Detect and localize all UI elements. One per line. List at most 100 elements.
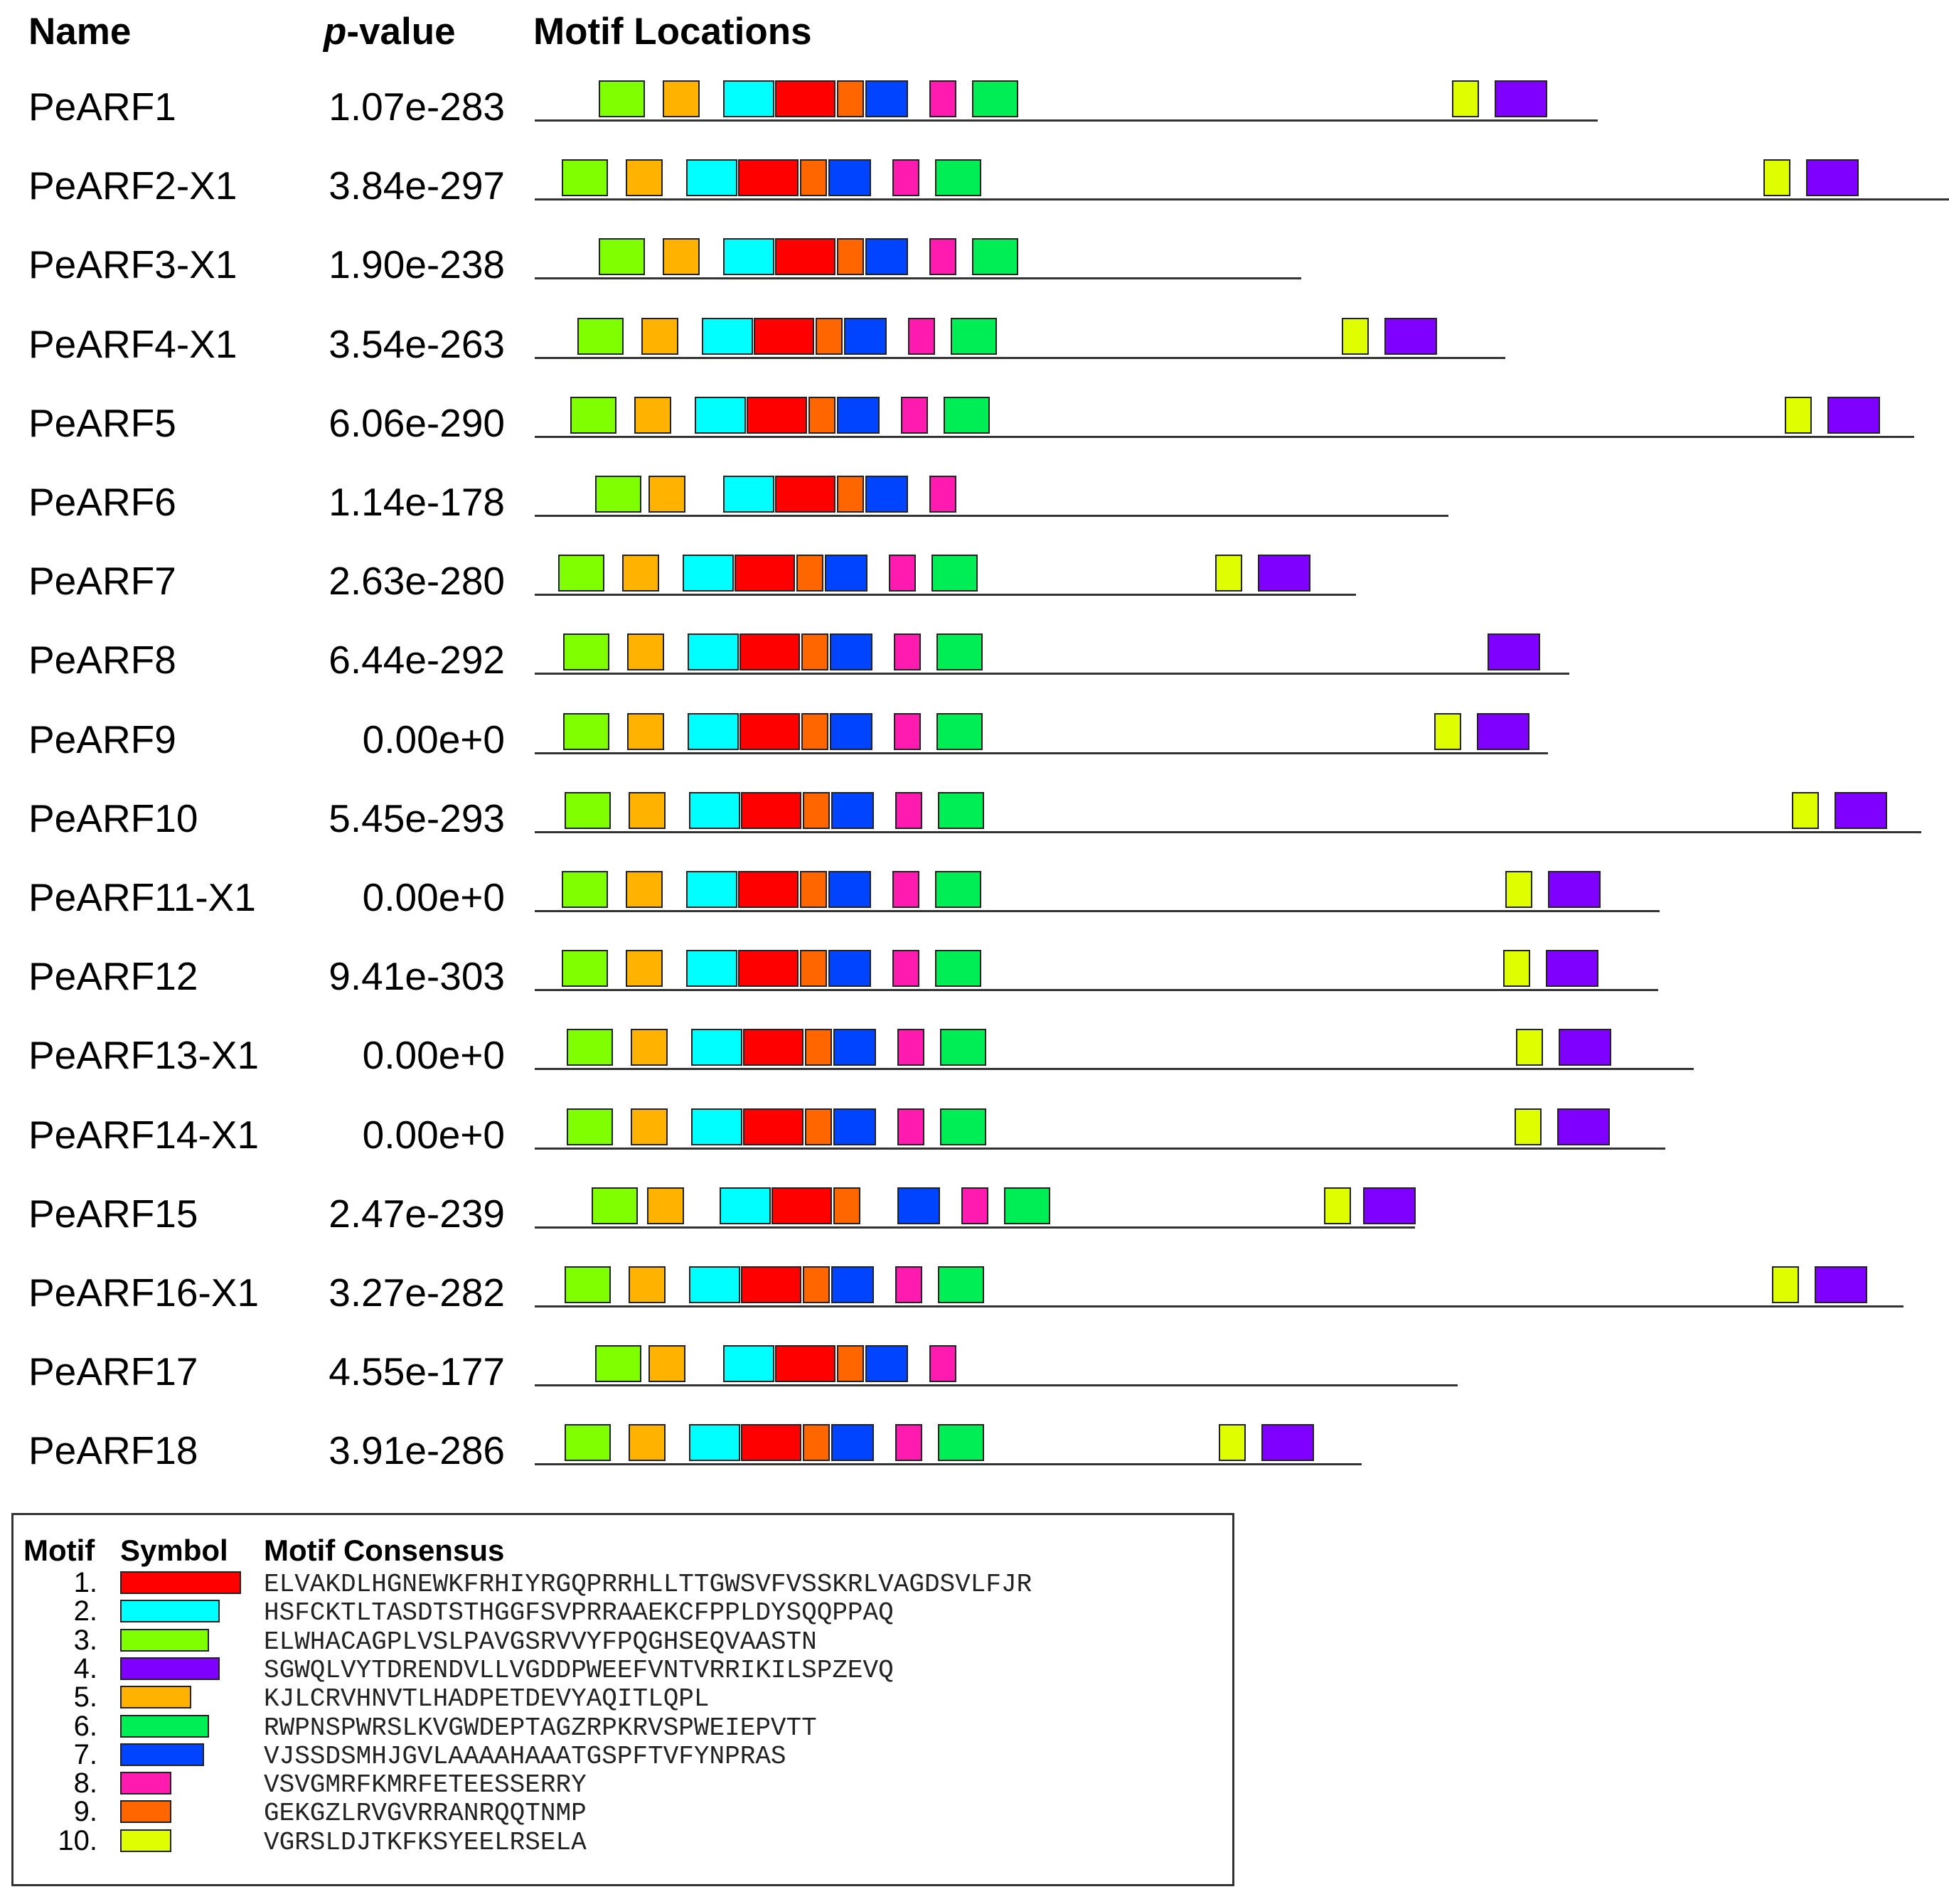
legend-row: 5. KJLCRVHNVTLHADPETDEVYAQITLQPL [14,1681,1222,1714]
motif-4-block [1557,1108,1610,1145]
motif-3-block [562,950,608,988]
sequence-length-line [535,119,1598,122]
motif-9-block [805,1029,832,1066]
legend-motif-consensus: KJLCRVHNVTLHADPETDEVYAQITLQPL [264,1684,710,1714]
motif-8-block [892,159,919,197]
sequence-name: PeARF17 [28,1349,198,1394]
sequence-row: PeARF6 1.14e-178 [0,465,1949,529]
sequence-row: PeARF2-X1 3.84e-297 [0,149,1949,213]
motif-8-block [908,317,935,355]
motif-3-block [562,871,608,908]
legend-motif-1-symbol [120,1571,241,1594]
legend-row: 7. VJSSDSMHJGVLAAAAHAAATGSPFTVFYNPRAS [14,1738,1222,1771]
sequence-name: PeARF12 [28,954,198,999]
motif-3-block [565,791,611,829]
motif-9-block [837,80,864,117]
motif-9-block [805,1108,832,1145]
sequence-length-line [535,1147,1665,1150]
legend-motif-number: 8. [73,1767,97,1799]
motif-3-block [570,396,616,434]
legend-motif-consensus: SGWQLVYTDRENDVLLVGDDPWEEFVNTVRRIKILSPZEV… [264,1655,894,1685]
sequence-length-line [535,435,1914,438]
sequence-rows: PeARF1 1.07e-283 PeARF2-X1 3.84e-297 PeARF3-… [0,80,1949,1473]
motif-8-block [929,238,956,276]
legend-motif-number: 5. [73,1681,97,1713]
motif-8-block [929,80,956,117]
motif-5-block [663,238,700,276]
sequence-pvalue: 0.00e+0 [362,1112,505,1157]
motif-8-block [897,1029,924,1066]
sequence-name: PeARF2-X1 [28,164,237,208]
motif-4-block [1477,712,1529,750]
legend-header-motif: Motif [23,1534,95,1567]
header-pvalue-p: p [324,11,347,53]
legend-row: 4. SGWQLVYTDRENDVLLVGDDPWEEFVNTVRRIKILSPZ… [14,1653,1222,1685]
motif-1-block [739,633,800,671]
legend-motif-9-symbol [120,1800,171,1824]
motif-4-block [1261,1424,1314,1462]
sequence-name: PeARF18 [28,1428,198,1473]
sequence-name: PeARF1 [28,85,176,129]
motif-7-block [865,238,908,276]
motif-3-block [565,1424,611,1462]
legend-motif-consensus: VSVGMRFKMRFETEESSERRY [264,1770,587,1800]
motif-10-block [1503,950,1530,988]
motif-5-block [648,1345,685,1383]
legend-motif-consensus: ELVAKDLHGNEWKFRHIYRGQPRRHLLTTGWSVFVSSKRL… [264,1570,1032,1599]
motif-1-block [754,317,814,355]
sequence-row: PeARF5 6.06e-290 [0,386,1949,450]
motif-1-block [739,712,800,750]
motif-5-block [663,80,700,117]
legend-row: 2. HSFCKTLTASDTSTHGGFSVPRRAAEKCFPPLDYSQQP… [14,1595,1222,1627]
motif-7-block [828,159,871,197]
motif-8-block [929,1345,956,1383]
motif-3-block [567,1108,613,1145]
motif-4-block [1384,317,1437,355]
sequence-row: PeARF7 2.63e-280 [0,544,1949,608]
motif-5-block [626,950,663,988]
motif-2-block [686,871,737,908]
motif-1-block [775,1345,835,1383]
motif-5-block [641,317,678,355]
sequence-length-line [535,277,1301,280]
sequence-row: PeARF13-X1 0.00e+0 [0,1018,1949,1082]
motif-1-block [738,159,799,197]
sequence-pvalue: 3.54e-263 [329,321,505,366]
motif-3-block [567,1029,613,1066]
motif-5-block [629,791,666,829]
motif-9-block [801,712,828,750]
motif-9-block [803,1266,830,1303]
motif-8-block [895,1424,922,1462]
motif-8-block [892,950,919,988]
motif-6-block [936,712,983,750]
motif-2-block [689,1424,740,1462]
motif-3-block [558,555,604,592]
motif-1-block [741,1266,801,1303]
motif-3-block [563,633,609,671]
sequence-length-line [535,1463,1362,1466]
motif-7-block [897,1187,940,1224]
motif-2-block [702,317,753,355]
motif-2-block [686,950,737,988]
motif-2-block [688,712,739,750]
legend-box: Motif Symbol Motif Consensus 1. ELVAKDLHG… [11,1513,1234,1886]
motif-8-block [929,476,956,513]
motif-6-block [938,791,984,829]
motif-6-block [940,1029,986,1066]
legend-motif-number: 1. [73,1567,97,1598]
motif-5-block [629,1266,666,1303]
motif-9-block [833,1187,860,1224]
legend-motif-consensus: VGRSLDJTKFKSYEELRSELA [264,1827,587,1857]
motif-1-block [775,238,835,276]
motif-8-block [894,712,921,750]
motif-9-block [837,1345,864,1383]
motif-10-block [1792,791,1819,829]
motif-6-block [972,238,1018,276]
legend-row: 10. VGRSLDJTKFKSYEELRSELA [14,1825,1222,1857]
motif-4-block [1546,950,1598,988]
legend-motif-number: 7. [73,1738,97,1770]
legend-motif-consensus: ELWHACAGPLVSLPAVGSRVVYFPQGHSEQVAASTN [264,1627,817,1657]
sequence-pvalue: 9.41e-303 [329,954,505,999]
motif-5-block [647,1187,684,1224]
motif-9-block [800,871,827,908]
